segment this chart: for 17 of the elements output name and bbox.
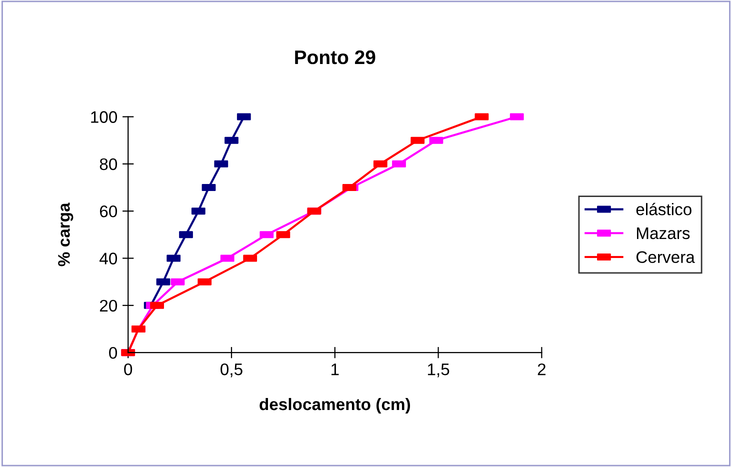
x-tick-label: 0,5 (220, 363, 242, 378)
y-tick-label: 40 (100, 252, 118, 264)
x-tick-label: 2 (538, 363, 546, 376)
legend-label: Mazars (637, 228, 690, 240)
y-tick-label: 20 (100, 300, 118, 312)
y-tick-label: 0 (109, 346, 118, 359)
y-tick-label: 60 (100, 205, 118, 218)
y-axis-title: % carga (58, 202, 74, 266)
x-tick-label: 1 (332, 364, 339, 376)
legend-label: Cervera (636, 251, 695, 264)
y-tick-label: 80 (100, 158, 118, 170)
legend-label: elástico (636, 202, 692, 216)
x-tick-label: 1,5 (428, 364, 450, 378)
x-tick-label: 0 (124, 363, 132, 376)
y-tick-label: 100 (91, 111, 118, 123)
x-axis-title: deslocamento (cm) (260, 398, 410, 414)
chart-title: Ponto 29 (295, 50, 376, 64)
